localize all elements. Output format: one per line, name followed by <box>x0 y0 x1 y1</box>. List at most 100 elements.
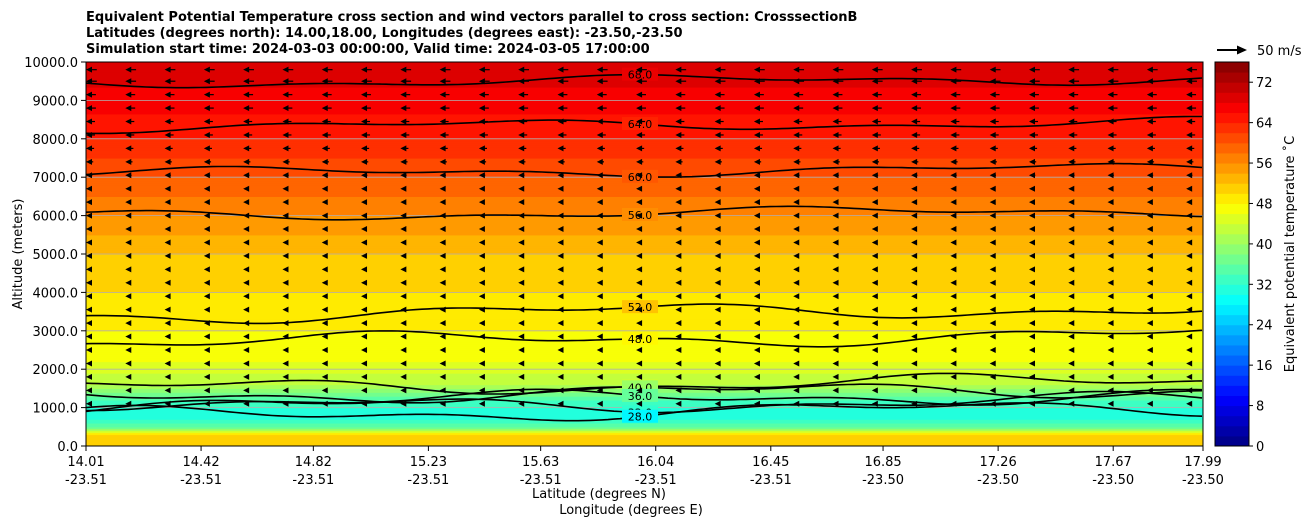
wind-vector-head <box>911 91 918 98</box>
wind-vector-head <box>911 239 918 246</box>
wind-vector-head <box>1146 347 1153 353</box>
wind-vector-head <box>321 293 328 300</box>
theta-band <box>86 102 1203 105</box>
wind-vector-head <box>911 333 918 340</box>
theta-band <box>86 269 1203 272</box>
theta-band <box>86 444 1203 446</box>
wind-vector-head <box>793 158 800 165</box>
wind-vector-head <box>1107 252 1114 259</box>
wind-vector-head <box>714 78 721 85</box>
wind-vector-head <box>400 347 407 353</box>
wind-vector-head <box>1107 91 1114 98</box>
wind-vector-head <box>950 373 957 380</box>
wind-vector-head <box>596 145 603 152</box>
wind-vector-head <box>125 185 132 192</box>
theta-band <box>86 131 1203 134</box>
wind-vector-head <box>518 293 525 300</box>
wind-vector-head <box>636 78 643 85</box>
quiver-key: 50 m/s <box>1217 44 1302 59</box>
wind-vector-head <box>1028 172 1035 179</box>
theta-band <box>86 323 1203 326</box>
wind-vector-head <box>1068 347 1075 353</box>
colorbar-segment <box>1215 213 1249 225</box>
x-tick-label-lon: -23.51 <box>292 473 334 488</box>
wind-vector-head <box>282 279 289 286</box>
wind-vector-head <box>793 91 800 98</box>
wind-vector-head <box>793 105 800 112</box>
wind-vector-head <box>636 293 643 300</box>
wind-vector-head <box>714 279 721 286</box>
wind-vector-head <box>596 226 603 233</box>
wind-vector-head <box>203 158 210 165</box>
contour-label: 64.0 <box>628 118 653 131</box>
wind-vector-head <box>753 360 760 367</box>
theta-band <box>86 81 1203 84</box>
wind-vector-head <box>1107 172 1114 179</box>
wind-vector-head <box>557 172 564 179</box>
wind-vector-head <box>361 105 368 112</box>
wind-vector-head <box>636 360 643 367</box>
wind-vector-head <box>596 158 603 165</box>
wind-vector-head <box>203 91 210 98</box>
wind-vector-head <box>950 306 957 313</box>
colorbar-segment <box>1215 72 1249 83</box>
wind-vector-head <box>478 400 485 407</box>
wind-vector-head <box>86 91 92 98</box>
wind-vector-head <box>832 293 839 300</box>
theta-band <box>86 434 1203 437</box>
wind-vector-head <box>400 145 407 152</box>
theta-band <box>86 104 1203 107</box>
wind-vector-head <box>243 373 250 380</box>
theta-band <box>86 146 1203 149</box>
wind-vector-head <box>557 66 564 73</box>
theta-band <box>86 290 1203 293</box>
wind-vector-head <box>203 400 210 407</box>
wind-vector-head <box>243 105 250 112</box>
theta-band <box>86 206 1203 209</box>
wind-vector-head <box>243 333 250 340</box>
colorbar-tick-label: 48 <box>1256 197 1273 212</box>
colorbar-segment <box>1215 82 1249 93</box>
wind-vector-head <box>714 387 721 394</box>
theta-band <box>86 442 1203 445</box>
wind-vector-head <box>950 333 957 340</box>
theta-band <box>86 152 1203 155</box>
wind-vector-head <box>1068 279 1075 286</box>
theta-band <box>86 225 1203 228</box>
wind-vector-head <box>675 145 682 152</box>
colorbar-frame <box>1214 61 1250 447</box>
wind-vector-head <box>675 105 682 112</box>
wind-vector-head <box>1068 306 1075 313</box>
wind-vector-head <box>832 226 839 233</box>
x-tick-label-lat: 16.45 <box>752 455 789 470</box>
wind-vector-head <box>1028 199 1035 206</box>
wind-vector-head <box>478 306 485 313</box>
colorbar-segment <box>1215 284 1249 295</box>
colorbar-segment <box>1215 324 1249 336</box>
wind-vector-head <box>125 360 132 367</box>
wind-vector-head <box>400 66 407 73</box>
x-tick-label-lat: 14.82 <box>295 455 332 470</box>
wind-vector-head <box>714 400 721 407</box>
wind-vector-head <box>1146 118 1153 125</box>
wind-vector-head <box>832 347 839 353</box>
theta-band <box>86 350 1203 353</box>
wind-vector-head <box>596 185 603 192</box>
wind-vector-head <box>636 212 643 219</box>
wind-vector-head <box>911 131 918 138</box>
wind-vector-head <box>557 158 564 165</box>
colorbar-segment <box>1215 223 1249 235</box>
wind-vector-head <box>557 145 564 152</box>
wind-vector-head <box>1186 347 1193 353</box>
theta-band <box>86 313 1203 317</box>
theta-band <box>86 108 1203 111</box>
wind-vector-head <box>164 360 171 367</box>
theta-band <box>86 288 1203 292</box>
wind-vector-head <box>243 172 250 179</box>
wind-vector-head <box>911 373 918 380</box>
wind-vector-head <box>714 252 721 259</box>
wind-vector-head <box>282 185 289 192</box>
wind-vector-head <box>596 172 603 179</box>
wind-vector-head <box>125 226 132 233</box>
wind-vector-head <box>478 252 485 259</box>
